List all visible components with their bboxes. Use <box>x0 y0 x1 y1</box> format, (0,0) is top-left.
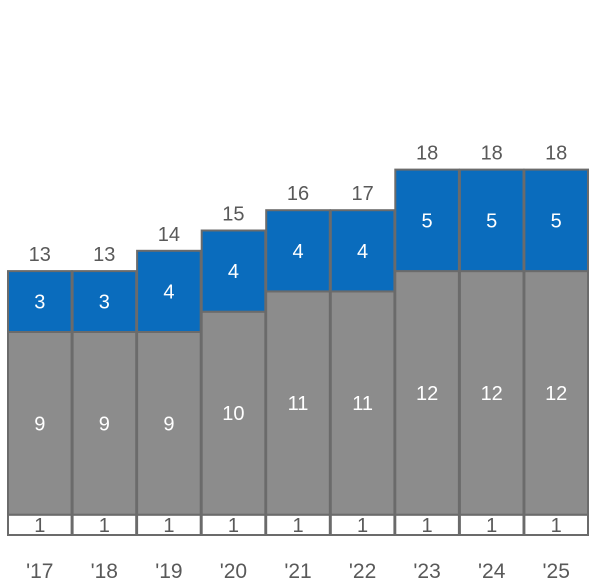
total-label: 17 <box>351 183 373 205</box>
segment-value-label: 1 <box>357 515 368 537</box>
bar-segment-1-3 <box>200 310 267 516</box>
segment-value-label: 12 <box>545 383 567 405</box>
segment-value-label: 1 <box>422 515 433 537</box>
segment-value-label: 1 <box>99 515 110 537</box>
total-label: 15 <box>222 204 244 226</box>
category-tick-label: '21 <box>284 560 311 583</box>
bar-segment-2-1 <box>71 270 138 334</box>
category-tick-label: '22 <box>349 560 376 583</box>
segment-value-label: 12 <box>481 383 503 405</box>
labels-layer: 1931319313194141104151114161114171125181… <box>29 143 568 537</box>
category-tick-label: '17 <box>26 560 53 583</box>
segment-value-label: 9 <box>34 413 45 435</box>
segment-value-label: 4 <box>292 241 303 263</box>
bar-segment-2-2 <box>136 249 202 333</box>
category-tick-label: '25 <box>543 560 570 583</box>
segment-value-label: 10 <box>222 403 244 425</box>
bar-segment-2-5 <box>329 209 396 293</box>
bar-segment-2-7 <box>458 168 525 273</box>
segment-value-label: 1 <box>551 515 562 537</box>
bar-segment-1-0 <box>7 331 73 516</box>
segment-value-label: 1 <box>292 515 303 537</box>
total-label: 18 <box>416 143 438 165</box>
category-tick-label: '23 <box>413 560 440 583</box>
category-axis: '17 '18 '19 '20 '21 '22 '23 '24 '25 <box>26 560 570 583</box>
total-label: 14 <box>158 224 180 246</box>
category-tick-label: '20 <box>220 560 247 583</box>
total-label: 16 <box>287 183 309 205</box>
segment-value-label: 1 <box>34 515 45 537</box>
segment-value-label: 12 <box>416 383 438 405</box>
segment-value-label: 4 <box>357 241 368 263</box>
segment-value-label: 9 <box>99 413 110 435</box>
bar-segment-1-7 <box>458 270 525 516</box>
segment-value-label: 11 <box>352 393 373 415</box>
segment-value-label: 1 <box>163 515 174 537</box>
total-label: 18 <box>481 143 503 165</box>
segment-value-label: 9 <box>163 413 174 435</box>
category-tick-label: '18 <box>91 560 118 583</box>
segment-value-label: 3 <box>99 292 110 314</box>
segment-value-label: 1 <box>228 515 239 537</box>
segment-value-label: 4 <box>228 261 239 283</box>
segment-value-label: 3 <box>34 292 45 314</box>
segment-value-label: 5 <box>551 210 562 232</box>
bar-segment-2-8 <box>523 168 589 273</box>
segment-value-label: 5 <box>486 210 497 232</box>
total-label: 13 <box>93 244 115 266</box>
category-tick-label: '19 <box>155 560 182 583</box>
bar-segment-1-8 <box>523 270 589 516</box>
bars-layer <box>7 168 589 537</box>
bar-segment-2-0 <box>7 270 73 334</box>
segment-value-label: 4 <box>163 281 174 303</box>
bar-segment-2-6 <box>394 168 460 273</box>
segment-value-label: 11 <box>288 393 309 415</box>
total-label: 18 <box>545 143 567 165</box>
total-label: 13 <box>29 244 51 266</box>
segment-value-label: 1 <box>486 515 497 537</box>
bar-segment-1-4 <box>265 290 331 516</box>
segment-value-label: 5 <box>422 210 433 232</box>
category-tick-label: '24 <box>478 560 506 583</box>
